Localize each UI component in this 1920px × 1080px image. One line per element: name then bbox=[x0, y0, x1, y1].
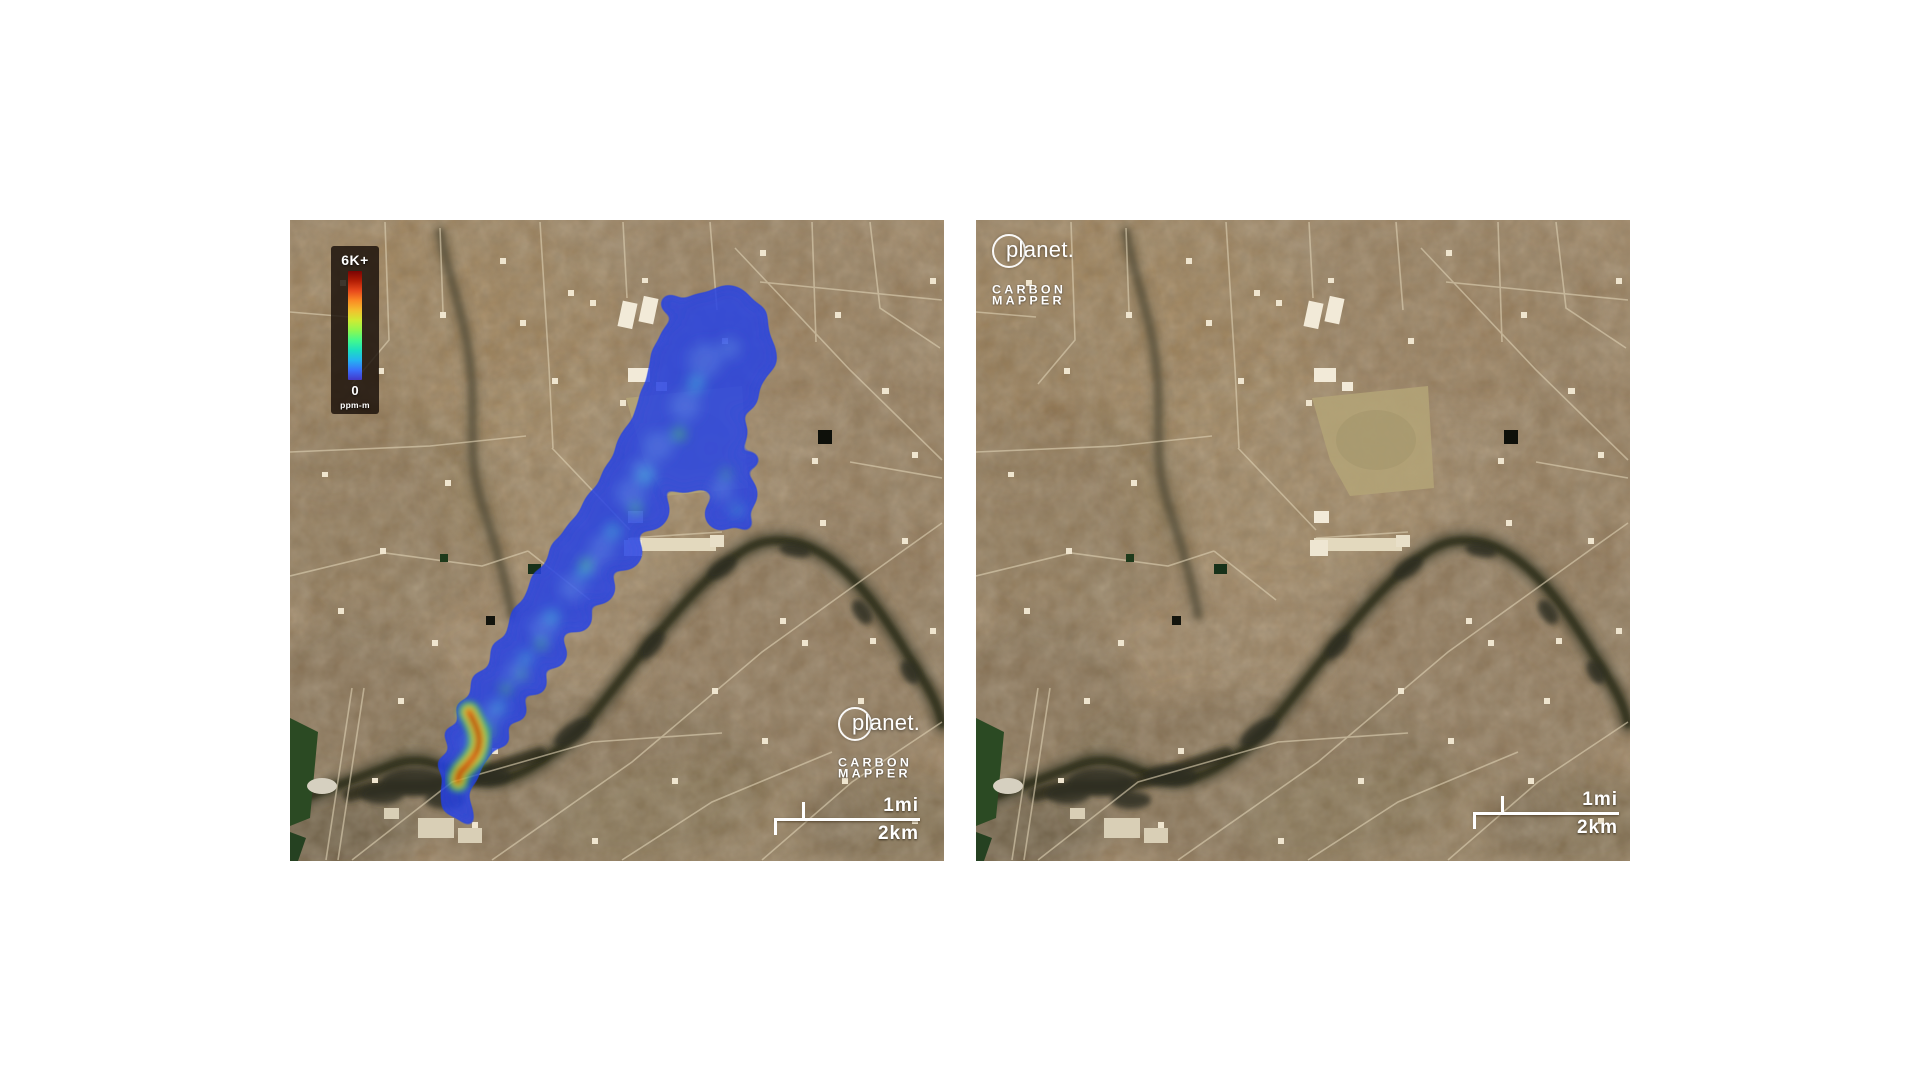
legend-min-label: 0 bbox=[351, 383, 359, 398]
plume-source-hotspot bbox=[447, 701, 491, 792]
methane-plume-overlay bbox=[436, 286, 777, 828]
branding-block: planet. CARBON MAPPER bbox=[838, 706, 933, 781]
planet-wordmark: planet. bbox=[1006, 237, 1075, 262]
planet-logo: planet. bbox=[838, 706, 933, 741]
satellite-terrain-image bbox=[976, 220, 1630, 861]
carbon-mapper-logo: CARBON MAPPER bbox=[992, 283, 1087, 307]
scale-bar: 1mi 2km bbox=[774, 795, 920, 846]
scale-miles-label: 1mi bbox=[1582, 789, 1618, 810]
scale-miles-label: 1mi bbox=[883, 795, 919, 816]
scale-mile-tick bbox=[1501, 796, 1504, 812]
carbon-mapper-line1: CARBON bbox=[838, 756, 913, 770]
planet-orbit-ring-icon bbox=[992, 234, 1026, 268]
carbon-mapper-line2: MAPPER bbox=[838, 766, 911, 780]
carbon-mapper-line2: MAPPER bbox=[992, 293, 1065, 307]
scale-mile-tick bbox=[802, 802, 805, 818]
branding-block: planet. CARBON MAPPER bbox=[992, 233, 1087, 308]
methane-concentration-legend: 6K+ 0 ppm-m bbox=[331, 246, 379, 414]
plume-image-panel: 6K+ 0 ppm-m planet. CARBON MAPPER 1mi 2k… bbox=[290, 220, 944, 861]
planet-logo: planet. bbox=[992, 233, 1087, 268]
carbon-mapper-line1: CARBON bbox=[992, 283, 1067, 297]
scale-bar: 1mi 2km bbox=[1473, 789, 1619, 840]
baseline-image-panel: planet. CARBON MAPPER 1mi 2km bbox=[976, 220, 1630, 861]
scale-km-tick bbox=[1473, 815, 1476, 829]
scale-bar-line bbox=[774, 802, 920, 835]
scale-km-label: 2km bbox=[877, 823, 919, 844]
carbon-mapper-logo: CARBON MAPPER bbox=[838, 756, 933, 780]
planet-orbit-ring-icon bbox=[838, 707, 872, 741]
scale-km-tick bbox=[774, 821, 777, 835]
scale-km-label: 2km bbox=[1576, 817, 1618, 838]
legend-max-label: 6K+ bbox=[341, 252, 369, 268]
planet-wordmark: planet. bbox=[852, 710, 921, 735]
scale-bar-line bbox=[1473, 796, 1619, 829]
legend-units-label: ppm-m bbox=[340, 400, 370, 410]
color-scale-bar bbox=[348, 271, 362, 380]
